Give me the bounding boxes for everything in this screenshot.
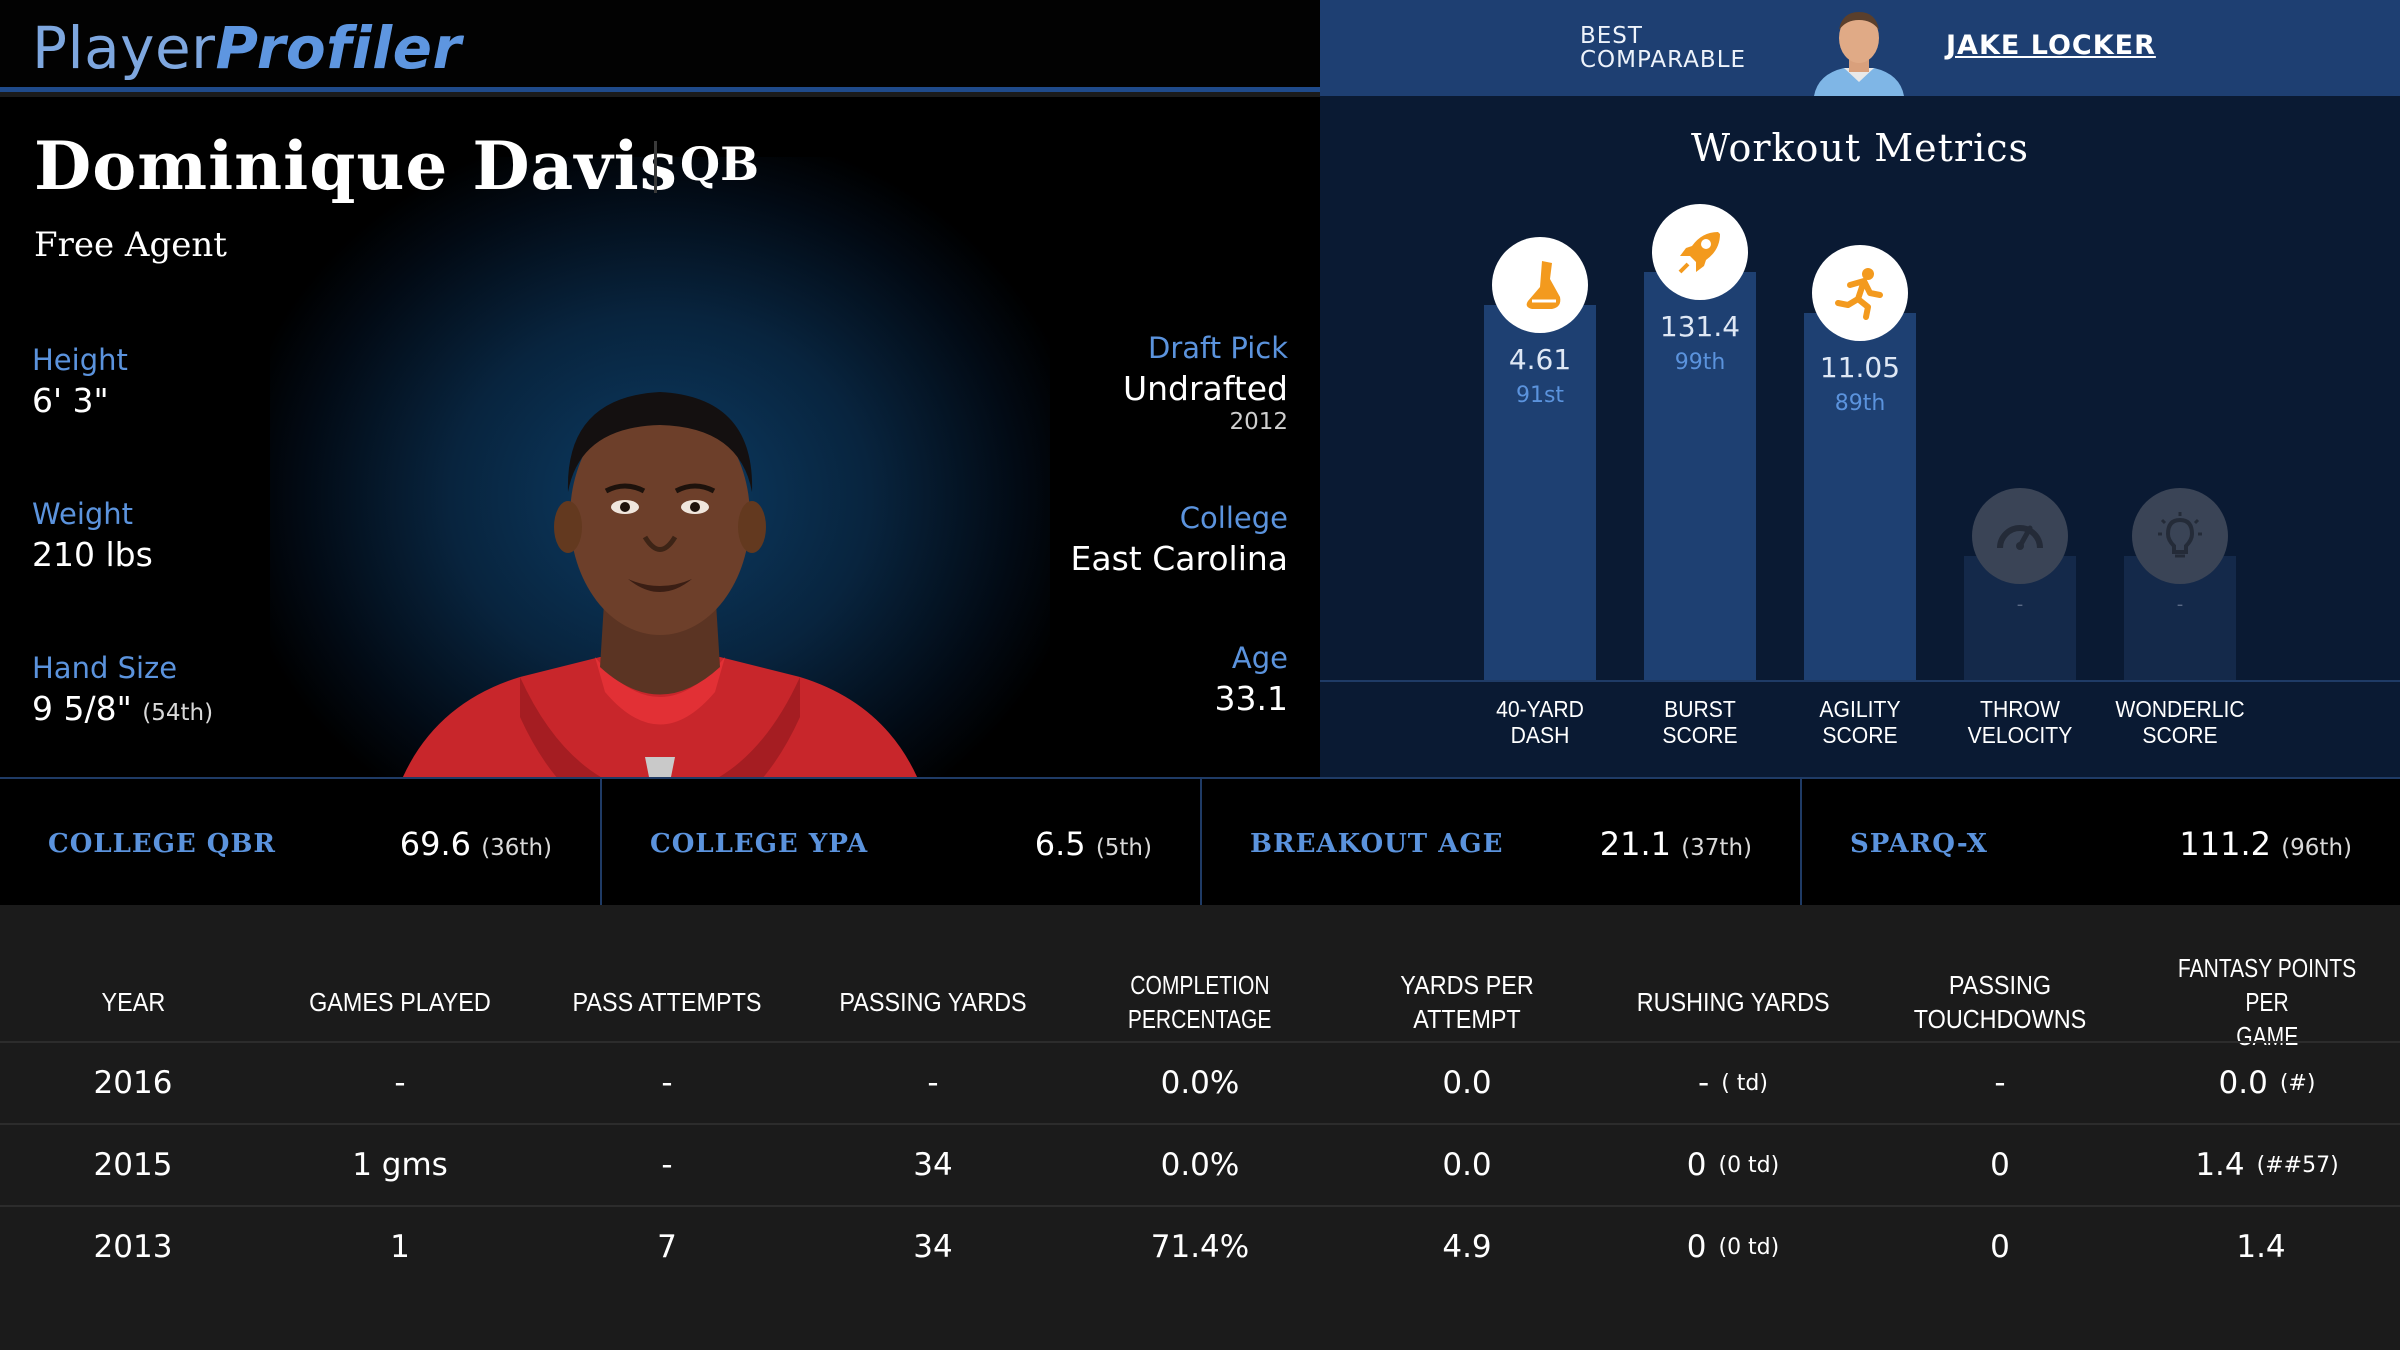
workout-baseline [1320,680,2400,682]
weight-label: Weight [32,497,134,531]
metric-value: 4.61 [1508,343,1572,376]
cell-fantasy-points: 0.0 (#) [2218,1065,2316,1101]
site-logo[interactable]: PlayerProfiler [32,14,462,82]
metric-value: 131.4 [1659,310,1741,343]
cell-yards: 34 [913,1229,953,1265]
player-name: Dominique Davis [34,127,678,205]
player-team: Free Agent [34,225,227,265]
column-header-year[interactable]: YEAR [101,987,165,1017]
comparable-player-link[interactable]: JAKE LOCKER [1946,30,2156,61]
cell-fantasy-points: 1.4 (##57) [2195,1147,2339,1183]
metric-value: 11.05 [1819,351,1901,384]
best-comparable-bar: BEST COMPARABLE JAKE LOCKER [1320,0,2400,96]
row-divider [0,1041,2400,1043]
cell-completion: 71.4% [1150,1229,1250,1265]
cell-rushing: -( td) [1698,1065,1768,1101]
metric-value: - [2016,594,2024,615]
name-divider [654,141,657,193]
key-stat-breakout-age[interactable]: BREAKOUT AGE 21.1 (37th) [1200,777,1800,905]
column-header-pass-attempts[interactable]: PASS ATTEMPTS [572,987,762,1017]
cell-ypa: 4.9 [1442,1229,1492,1265]
key-stats-strip: COLLEGE QBR 69.6 (36th) COLLEGE YPA 6.5 … [0,777,2400,905]
player-position: QB [680,137,759,191]
player-panel: Dominique Davis QB Free Agent Height 6' … [0,97,1320,777]
player-photo [370,357,950,777]
cell-rushing: 0 (0 td) [1686,1147,1780,1183]
workout-metrics-panel: Workout Metrics 4.61 91st 40-YARD DASH 13… [1320,96,2400,777]
cell-ypa: 0.0 [1442,1065,1492,1101]
column-header-completion-percentage[interactable]: COMPLETION PERCENTAGE [1128,970,1272,1034]
column-header-rushing-yards[interactable]: RUSHING YARDS [1636,987,1830,1017]
cell-games: - [394,1065,406,1101]
speedometer-icon [1972,488,2068,584]
key-stat-college-qbr[interactable]: COLLEGE QBR 69.6 (36th) [0,777,600,905]
cell-year: 2013 [93,1229,173,1265]
metric-label: AGILITY SCORE [1819,696,1901,748]
draft-pick-label: Draft Pick [1148,331,1288,365]
metric-bar [1804,313,1916,680]
metric-percentile: 99th [1674,350,1726,375]
runner-icon [1812,245,1908,341]
shoe-icon [1492,237,1588,333]
row-divider [0,1205,2400,1207]
comparable-avatar[interactable] [1804,4,1914,96]
column-header-fantasy-points-per-game[interactable]: FANTASY POINTS PER GAME [2177,953,2357,1051]
weight-value: 210 lbs [32,535,153,574]
college-label: College [1179,501,1288,535]
career-stats-table: YEAR GAMES PLAYED PASS ATTEMPTS PASSING … [0,905,2400,1350]
metric-percentile: 89th [1834,391,1886,416]
cell-completion: 0.0% [1160,1147,1240,1183]
cell-games: 1 gms [352,1147,448,1183]
height-value: 6' 3" [32,381,109,420]
draft-year: 2012 [1229,409,1288,435]
best-comparable-label: BEST COMPARABLE [1580,23,1747,73]
rocket-icon [1652,204,1748,300]
lightbulb-icon [2132,488,2228,584]
column-header-passing-yards[interactable]: PASSING YARDS [839,987,1027,1017]
key-stat-college-ypa[interactable]: COLLEGE YPA 6.5 (5th) [600,777,1200,905]
column-header-passing-touchdowns[interactable]: PASSING TOUCHDOWNS [1913,970,2087,1034]
cell-completion: 0.0% [1160,1065,1240,1101]
key-stat-sparq-x[interactable]: SPARQ-X 111.2 (96th) [1800,777,2400,905]
age-value: 33.1 [1214,679,1288,718]
age-label: Age [1231,641,1288,675]
metric-label: WONDERLIC SCORE [2115,696,2245,748]
cell-attempts: - [661,1065,673,1101]
cell-year: 2016 [93,1065,173,1101]
metric-bar [1644,272,1756,680]
cell-yards: 34 [913,1147,953,1183]
draft-pick-value: Undrafted [1122,369,1288,408]
logo-part-1: Player [32,14,216,82]
metric-percentile: 91st [1515,383,1565,408]
cell-fantasy-points: 1.4 [2236,1229,2286,1265]
workout-metrics-title: Workout Metrics [1690,126,2030,170]
metric-label: THROW VELOCITY [1967,696,2073,748]
cell-touchdowns: - [1994,1065,2006,1101]
metric-label: BURST SCORE [1662,696,1738,748]
hand-size-value: 9 5/8" (54th) [32,689,214,728]
cell-ypa: 0.0 [1442,1147,1492,1183]
cell-games: 1 [390,1229,410,1265]
column-header-games-played[interactable]: GAMES PLAYED [309,987,491,1017]
header-bar: PlayerProfiler [0,0,1320,92]
cell-touchdowns: 0 [1990,1147,2010,1183]
cell-year: 2015 [93,1147,173,1183]
logo-part-2: Profiler [215,14,462,82]
hand-size-percentile: (54th) [142,700,214,726]
row-divider [0,1123,2400,1125]
college-value: East Carolina [1070,539,1288,578]
cell-touchdowns: 0 [1990,1229,2010,1265]
metric-bar [1484,305,1596,680]
metric-value: - [2176,594,2184,615]
cell-attempts: - [661,1147,673,1183]
cell-attempts: 7 [657,1229,677,1265]
column-header-yards-per-attempt[interactable]: YARDS PER ATTEMPT [1400,970,1534,1034]
metric-label: 40-YARD DASH [1496,696,1584,748]
hand-size-label: Hand Size [32,651,178,685]
cell-yards: - [927,1065,939,1101]
cell-rushing: 0 (0 td) [1686,1229,1780,1265]
height-label: Height [32,343,128,377]
